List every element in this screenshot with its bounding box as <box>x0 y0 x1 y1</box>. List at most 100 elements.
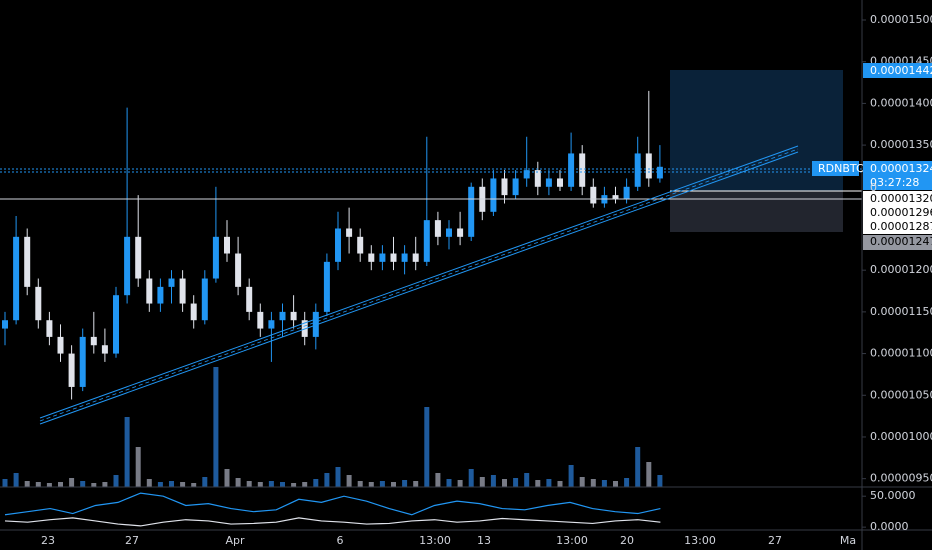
volume-bar <box>135 447 141 487</box>
y-tick-label: 0.00001150 <box>870 305 932 318</box>
candle-body <box>390 253 397 262</box>
y2-tick-label: 50.0000 <box>870 489 916 502</box>
volume-bar <box>590 479 596 487</box>
candle-body <box>57 336 64 354</box>
candle-body <box>434 220 441 237</box>
volume-bar <box>2 479 8 487</box>
volume-bar <box>601 480 607 487</box>
volume-bar <box>624 478 630 487</box>
volume-bar <box>291 483 297 487</box>
candle-body <box>257 311 264 329</box>
volume-bar <box>302 482 308 487</box>
volume-bar <box>157 482 163 487</box>
target-label: 0.00001442 <box>870 64 932 77</box>
y-tick-label: 0.00001100 <box>870 347 932 360</box>
volume-bar <box>490 475 496 487</box>
volume-bar <box>546 479 552 487</box>
x-tick-label: 6 <box>337 534 344 547</box>
volume-bar <box>446 479 452 487</box>
candle-body <box>501 178 508 196</box>
volume-bar <box>357 481 363 487</box>
volume-bar <box>524 473 530 487</box>
y-tick-label: 0.00001500 <box>870 13 932 26</box>
x-tick-label: 27 <box>125 534 139 547</box>
trend-channel <box>39 145 799 425</box>
volume-bar <box>80 481 86 487</box>
x-tick-label: 27 <box>768 534 782 547</box>
volume-bar <box>557 481 563 487</box>
zero-label: 0 <box>870 181 877 194</box>
price-tags: 0.00001442 RDNBTC 0.00001324 03:27:28 0 <box>812 63 932 194</box>
y-tick-label: 0.00001400 <box>870 96 932 109</box>
candle-body <box>379 253 386 262</box>
candle-body <box>579 153 586 187</box>
candle-body <box>168 278 175 287</box>
volume-bar <box>257 482 263 487</box>
candle-body <box>235 253 242 287</box>
volume-bar <box>313 479 319 487</box>
candle-body <box>135 236 142 279</box>
candle-body <box>645 153 652 179</box>
volume-bar <box>58 482 63 487</box>
oscillator-line <box>4 492 661 516</box>
candle-body <box>124 236 131 296</box>
volume-bar <box>246 481 252 487</box>
volume-bar <box>169 481 174 487</box>
volume-bar <box>413 481 419 487</box>
stop-label: 0.00001247 <box>870 235 932 248</box>
volume-bar <box>579 477 585 487</box>
candle-body <box>312 311 319 337</box>
candle-body <box>346 228 353 237</box>
last-price: 0.00001324 <box>870 162 932 175</box>
candle-body <box>634 153 641 187</box>
candle-body <box>68 353 75 387</box>
candle-body <box>545 178 552 187</box>
candle-body <box>612 195 619 200</box>
candle-body <box>224 236 230 254</box>
volume-bar <box>391 482 396 487</box>
volume-bar <box>335 467 341 487</box>
candle-body <box>568 153 575 187</box>
y-tick-label: 0.00001350 <box>870 138 932 151</box>
entry-label: 0.00001320 <box>870 192 932 205</box>
candle-body <box>2 320 8 329</box>
volume-bar <box>91 483 97 487</box>
volume-bar <box>202 477 208 487</box>
volume-bar <box>146 479 152 487</box>
candle-body <box>656 166 663 179</box>
candle-body <box>623 186 630 200</box>
candle-body <box>490 178 497 212</box>
x-tick-label: Ma <box>840 534 856 547</box>
candle-body <box>557 178 563 187</box>
volume-bar <box>502 479 507 487</box>
volume-bar <box>124 417 130 487</box>
stop-zone <box>670 191 843 232</box>
volume-bar <box>35 482 41 487</box>
level-label: 0.00001296 <box>870 206 932 219</box>
candle-body <box>246 286 253 312</box>
price-axis: 0.000015000.000014500.000014000.00001350… <box>862 13 932 533</box>
candle-body <box>457 228 464 237</box>
volume-bar <box>657 475 663 487</box>
volume-bar <box>346 475 352 487</box>
candle-body <box>279 311 286 321</box>
y-tick-label: 0.00001000 <box>870 430 932 443</box>
volume-bar <box>280 482 285 487</box>
x-tick-label: 13 <box>477 534 491 547</box>
volume-bar <box>457 480 463 487</box>
candle-body <box>423 220 430 262</box>
candle-body <box>146 278 153 304</box>
candle-body <box>90 336 97 346</box>
candle-body <box>157 286 164 304</box>
volume-bar <box>213 367 219 487</box>
candle-body <box>190 303 197 321</box>
candle-body <box>290 311 297 321</box>
y2-tick-label: 0.0000 <box>870 520 909 533</box>
x-tick-label: 13:00 <box>684 534 716 547</box>
y-tick-label: 0.00000950 <box>870 472 932 485</box>
y-tick-label: 0.00001200 <box>870 263 932 276</box>
candle-body <box>401 253 408 262</box>
volume-bar <box>180 482 186 487</box>
